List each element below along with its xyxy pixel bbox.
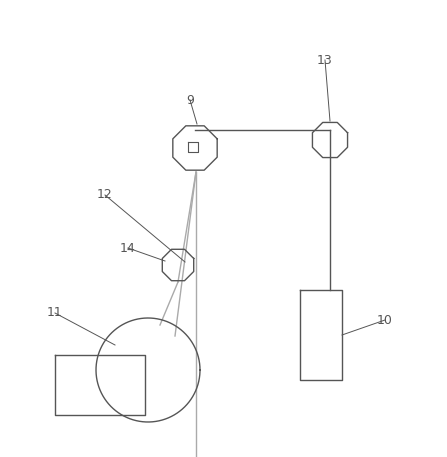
- Text: 14: 14: [120, 241, 136, 255]
- Text: 10: 10: [377, 314, 393, 326]
- Text: 12: 12: [97, 188, 113, 202]
- Text: 11: 11: [47, 307, 63, 319]
- Text: 13: 13: [317, 53, 333, 67]
- Text: 9: 9: [186, 94, 194, 106]
